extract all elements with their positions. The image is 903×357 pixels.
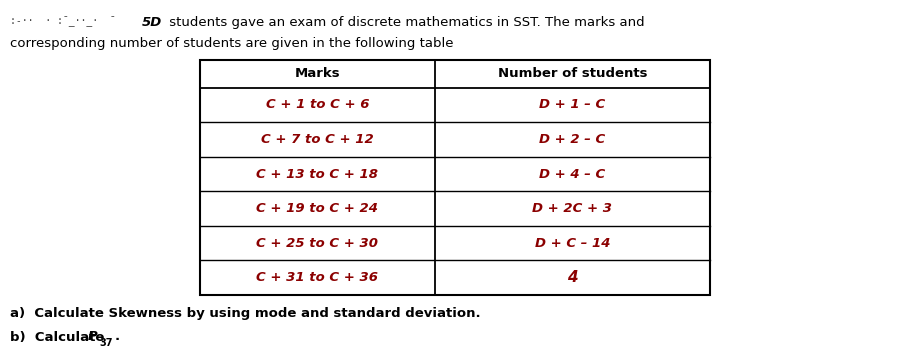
Text: corresponding number of students are given in the following table: corresponding number of students are giv… [10,37,453,50]
Text: Number of students: Number of students [497,67,647,80]
Text: C + 19 to C + 24: C + 19 to C + 24 [256,202,377,215]
Bar [200,60,709,295]
Text: D + 2 – C: D + 2 – C [538,133,605,146]
Text: b)  Calculate: b) Calculate [10,331,109,343]
Text: :-··  · :¯_··_·  ¯: :-·· · :¯_··_· ¯ [10,16,122,27]
Text: P: P [88,331,98,343]
Text: C + 31 to C + 36: C + 31 to C + 36 [256,271,377,284]
Text: 37: 37 [99,337,113,347]
Text: 4: 4 [566,270,577,285]
Text: D + C – 14: D + C – 14 [534,237,610,250]
Text: C + 1 to C + 6: C + 1 to C + 6 [265,99,368,111]
Text: D + 2C + 3: D + 2C + 3 [532,202,611,215]
Text: D + 1 – C: D + 1 – C [538,99,605,111]
Text: 5D: 5D [142,15,162,29]
Text: C + 25 to C + 30: C + 25 to C + 30 [256,237,377,250]
Text: Marks: Marks [294,67,340,80]
Text: a)  Calculate Skewness by using mode and standard deviation.: a) Calculate Skewness by using mode and … [10,307,480,320]
Text: C + 13 to C + 18: C + 13 to C + 18 [256,167,377,181]
Text: C + 7 to C + 12: C + 7 to C + 12 [261,133,373,146]
Text: D + 4 – C: D + 4 – C [538,167,605,181]
Text: .: . [115,331,119,343]
Text: students gave an exam of discrete mathematics in SST. The marks and: students gave an exam of discrete mathem… [165,15,644,29]
